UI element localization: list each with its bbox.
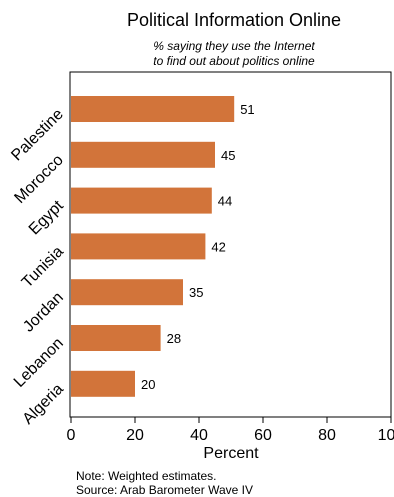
data-label-jordan: 35 <box>189 285 203 300</box>
x-tick-label-100: 100 <box>378 427 394 444</box>
note-weighted: Note: Weighted estimates. <box>76 469 217 483</box>
category-label-jordan: Jordan <box>20 289 67 336</box>
plot-area <box>69 71 392 418</box>
chart-subtitle-line-2: to find out about politics online <box>153 54 315 68</box>
bar-morocco <box>71 141 215 168</box>
x-tick-label-40: 40 <box>190 427 208 444</box>
x-tick-label-60: 60 <box>254 427 272 444</box>
data-label-morocco: 45 <box>221 148 235 163</box>
chart-subtitle-line-1: % saying they use the Internet <box>153 39 315 53</box>
data-label-algeria: 20 <box>141 377 155 392</box>
x-axis-ticks: 0 20 40 60 80 100 <box>67 417 394 444</box>
data-label-tunisia: 42 <box>211 239 225 254</box>
bar-palestine <box>71 96 235 122</box>
x-tick-label-80: 80 <box>318 427 336 444</box>
chart-title: Political Information Online <box>127 10 341 30</box>
bar-tunisia <box>71 233 206 260</box>
x-tick-label-20: 20 <box>126 427 144 444</box>
bar-egypt <box>71 187 212 214</box>
data-label-lebanon: 28 <box>167 331 181 346</box>
category-label-egypt: Egypt <box>26 197 67 238</box>
note-source: Source: Arab Barometer Wave IV <box>76 483 253 497</box>
data-label-egypt: 44 <box>218 194 232 209</box>
data-label-palestine: 51 <box>240 102 254 117</box>
x-axis-label: Percent <box>203 445 259 462</box>
bar-lebanon <box>71 325 161 351</box>
x-tick-label-0: 0 <box>67 427 76 444</box>
category-label-lebanon: Lebanon <box>11 335 67 391</box>
category-label-algeria: Algeria <box>20 381 67 428</box>
category-label-tunisia: Tunisia <box>19 243 67 291</box>
bar-jordan <box>71 279 183 306</box>
bar-algeria <box>71 370 135 397</box>
